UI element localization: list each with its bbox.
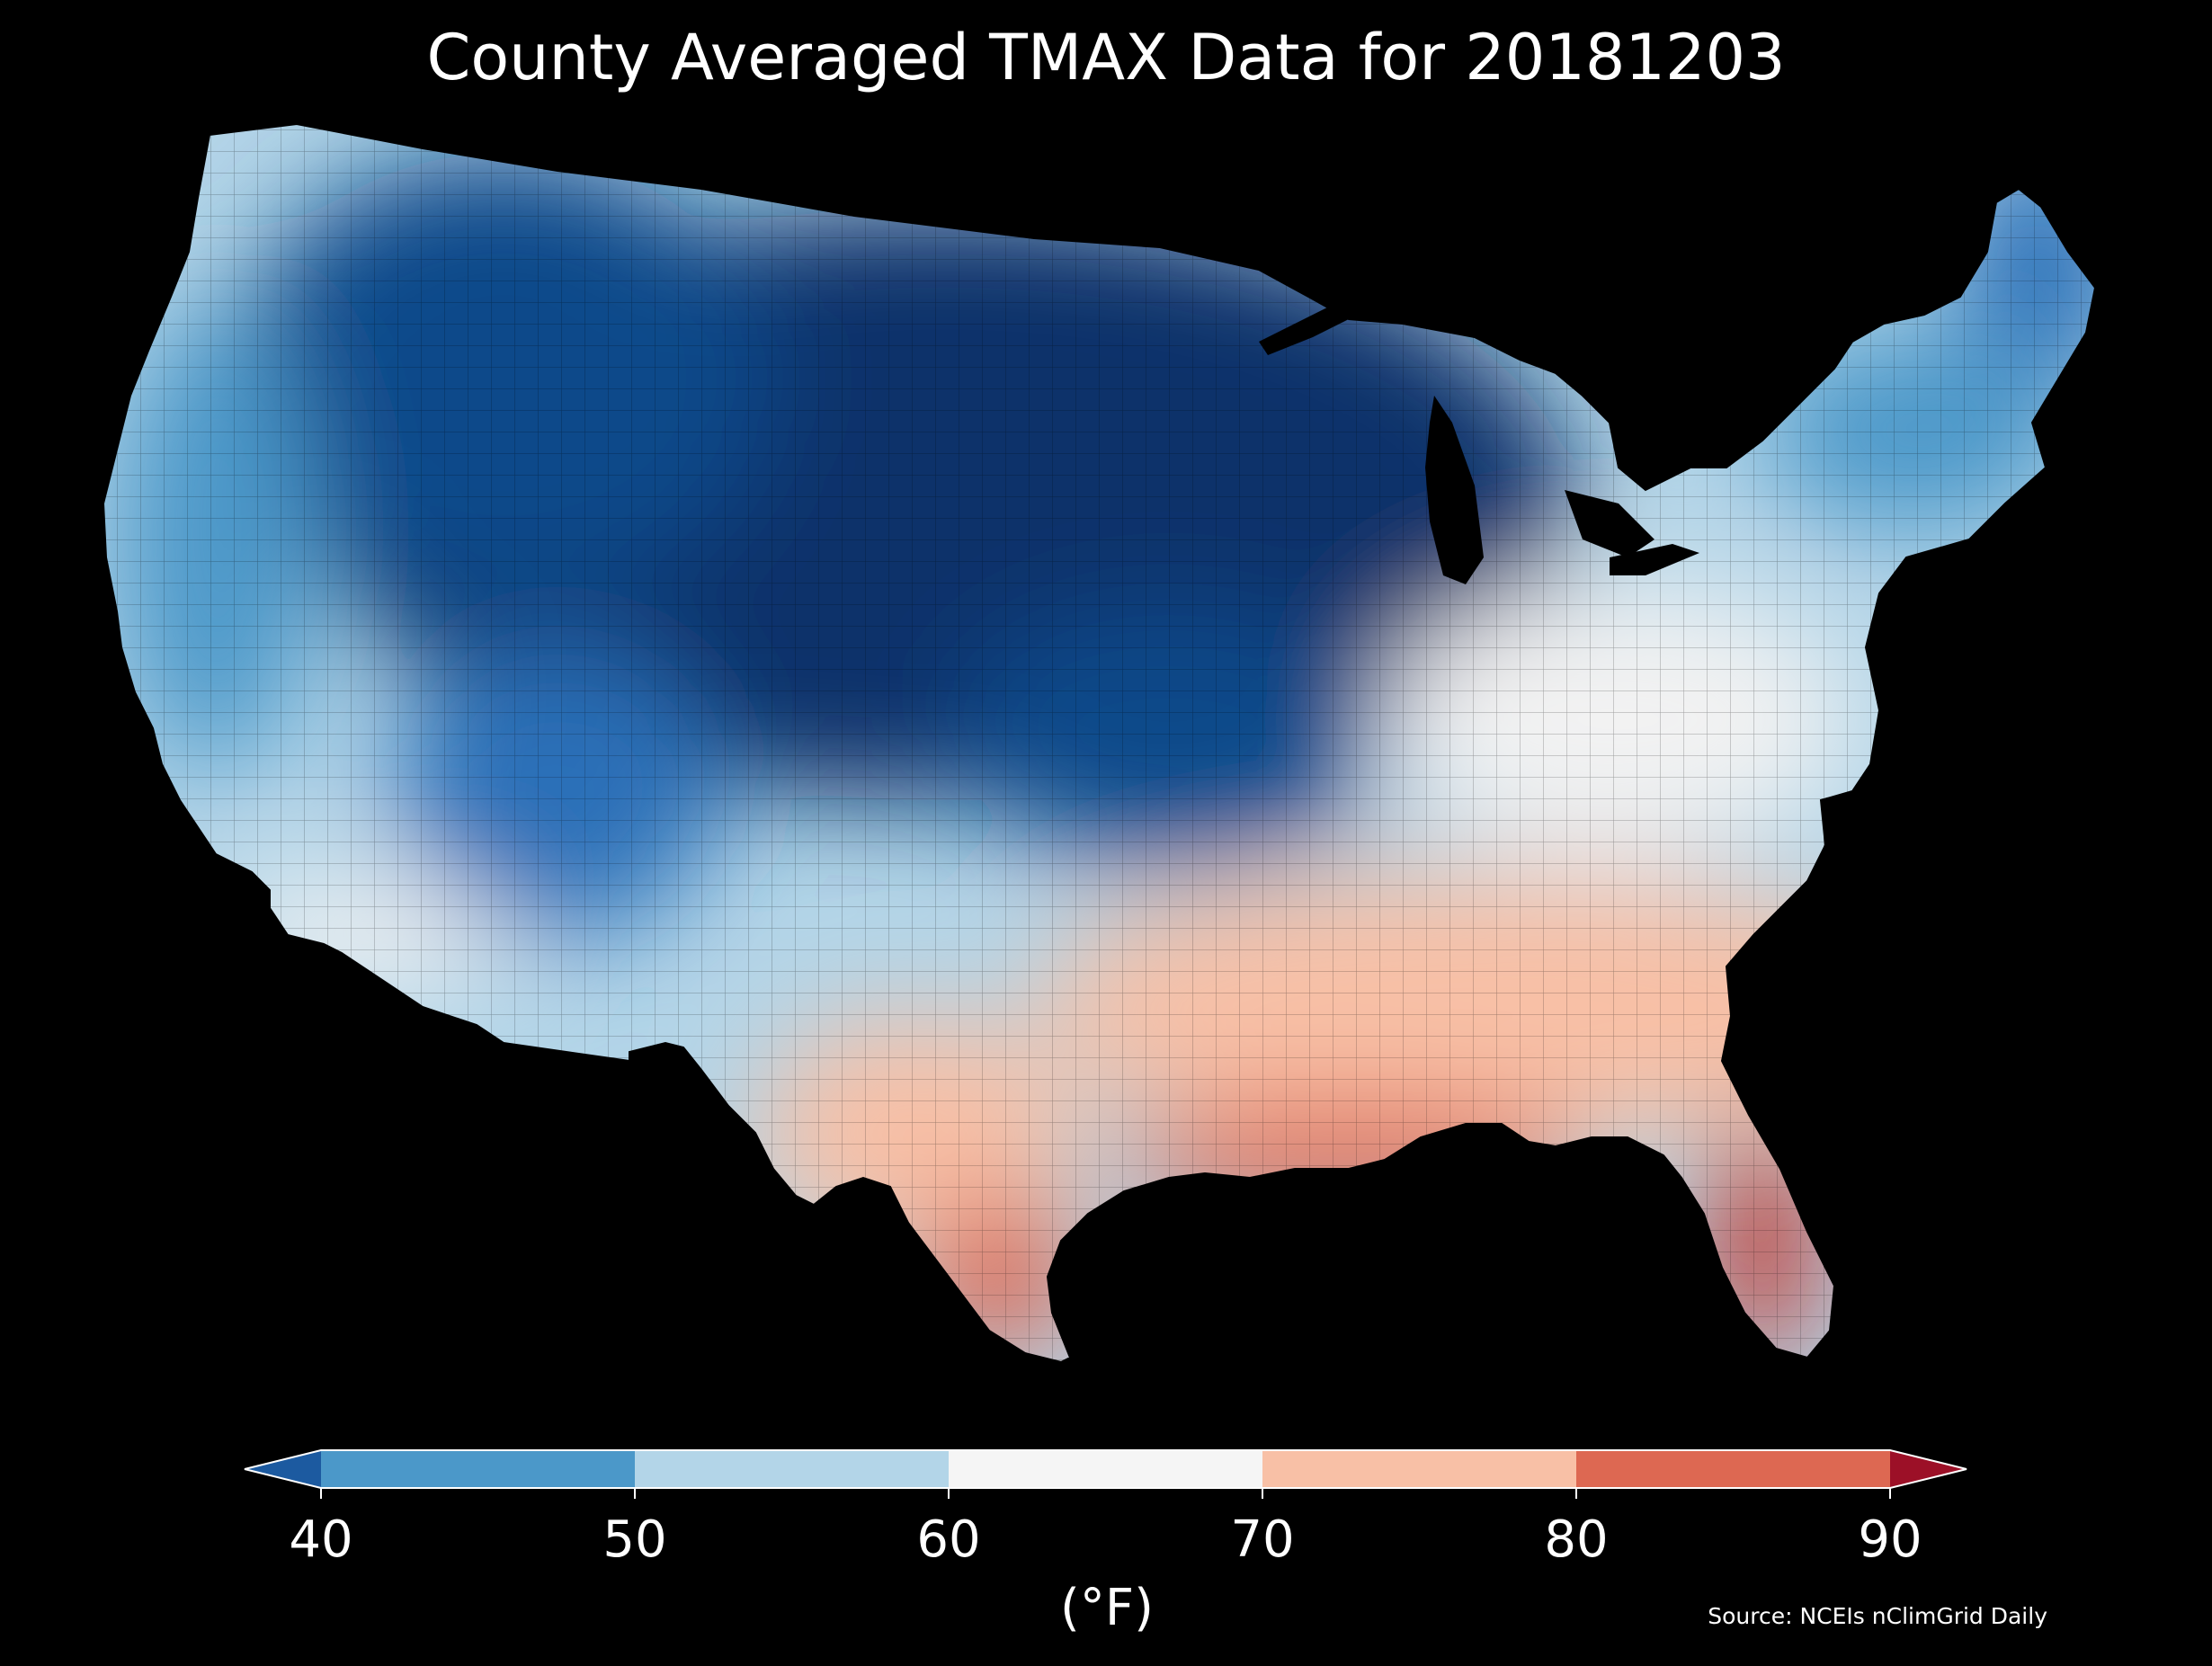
lake-erie (1610, 544, 1699, 575)
colorbar-bin-80-90 (1576, 1450, 1890, 1488)
colorbar-extend-low (245, 1450, 321, 1488)
colorbar-tick-70: 70 (1230, 1510, 1295, 1569)
colorbar-tick-80: 80 (1544, 1510, 1609, 1569)
colorbar-tick-60: 60 (916, 1510, 981, 1569)
lake-michigan (1425, 396, 1484, 584)
colorbar-unit-label: (°F) (1060, 1579, 1154, 1637)
colorbar-extend-high (1890, 1450, 1967, 1488)
colorbar-tick-50: 50 (602, 1510, 667, 1569)
us-outline (102, 122, 2097, 1364)
map-title: County Averaged TMAX Data for 20181203 (426, 21, 1786, 94)
colorbar-bin-50-60 (635, 1450, 949, 1488)
source-credit: Source: NCEIs nClimGrid Daily (1708, 1603, 2047, 1629)
colorbar-bin-60-70 (949, 1450, 1262, 1488)
colorbar-tick-90: 90 (1858, 1510, 1922, 1569)
colorbar-bin-70-80 (1262, 1450, 1576, 1488)
us-county-map (102, 122, 2097, 1364)
colorbar-tick-40: 40 (289, 1510, 353, 1569)
great-lakes (1259, 288, 1699, 584)
lake-superior (1259, 288, 1403, 355)
lake-huron (1565, 490, 1655, 557)
colorbar-bin-40-50 (321, 1450, 635, 1488)
